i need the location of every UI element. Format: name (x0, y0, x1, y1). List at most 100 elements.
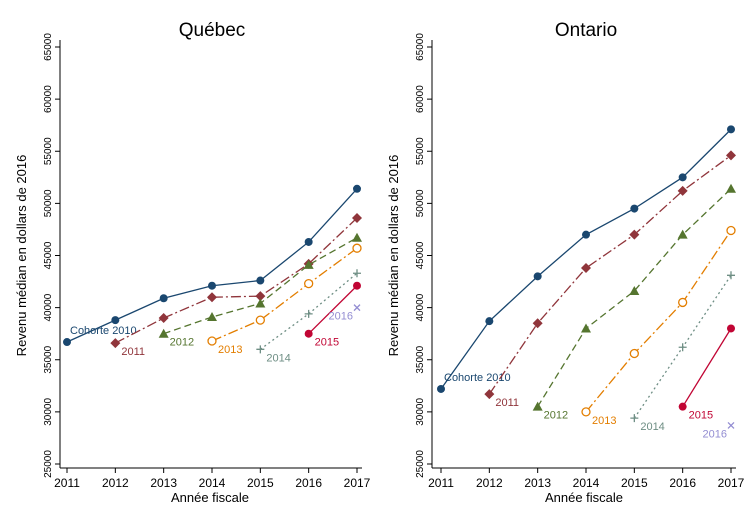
y-axis-label: Revenu médian en dollars de 2016 (14, 155, 29, 357)
x-tick-label: 2012 (476, 476, 503, 490)
marker (582, 230, 590, 239)
y-tick-label: 60000 (415, 85, 426, 113)
x-tick-label: 2017 (344, 476, 371, 490)
series-label: 2011 (495, 397, 519, 409)
marker (158, 313, 169, 324)
series-label: 2012 (170, 337, 194, 349)
x-tick-label: 2013 (524, 476, 551, 490)
marker (727, 421, 735, 429)
y-tick-label: 25000 (43, 450, 54, 478)
marker (726, 225, 736, 236)
marker (158, 328, 169, 338)
series-label: 2014 (266, 352, 290, 364)
y-axis-label: Revenu médian en dollars de 2016 (386, 155, 401, 357)
marker (678, 297, 688, 308)
series-label: 2012 (544, 410, 568, 422)
series-label: 2015 (689, 410, 713, 422)
marker (437, 384, 445, 393)
marker (110, 338, 121, 349)
marker (353, 184, 361, 193)
marker (304, 278, 314, 289)
y-tick-label: 45000 (43, 241, 54, 269)
marker (304, 329, 313, 338)
marker (485, 317, 494, 326)
y-tick-label: 30000 (43, 398, 54, 426)
x-axis-label: Année fiscale (545, 490, 623, 505)
series-label: 2014 (640, 421, 664, 433)
y-tick-label: 50000 (415, 189, 426, 217)
marker (532, 401, 543, 411)
x-tick-label: 2013 (150, 476, 177, 490)
series-label: 2013 (592, 415, 616, 427)
marker (111, 316, 120, 325)
marker (581, 263, 591, 274)
series-line (537, 188, 732, 408)
x-tick-label: 2015 (621, 476, 648, 490)
marker (353, 304, 361, 312)
marker (207, 312, 217, 322)
series-line (308, 285, 358, 335)
marker (256, 345, 265, 354)
y-tick-label: 65000 (43, 33, 54, 61)
y-tick-label: 40000 (43, 293, 54, 321)
chart-title: Québec (179, 20, 246, 41)
marker (629, 348, 639, 359)
marker (303, 259, 314, 269)
marker (208, 281, 216, 290)
marker (304, 309, 313, 318)
series-line (488, 154, 732, 395)
marker (629, 229, 640, 240)
marker (678, 173, 687, 182)
y-tick-label: 65000 (415, 33, 426, 61)
y-tick-label: 25000 (415, 450, 426, 478)
series-label: Cohorte 2010 (70, 325, 137, 337)
marker (678, 402, 687, 411)
series-line (115, 217, 358, 344)
series-line (682, 328, 732, 408)
marker (159, 294, 168, 303)
series-line (440, 128, 732, 390)
marker (677, 185, 688, 196)
x-tick-label: 2012 (102, 476, 129, 490)
x-tick-label: 2014 (199, 476, 226, 490)
series-label: 2016 (703, 428, 727, 440)
marker (630, 414, 639, 423)
y-tick-label: 50000 (43, 189, 54, 217)
y-tick-label: 35000 (43, 345, 54, 373)
marker (353, 281, 361, 290)
marker (581, 323, 591, 333)
marker (484, 389, 495, 400)
series-label: 2013 (218, 344, 242, 356)
series-label: 2011 (121, 346, 145, 358)
marker (678, 343, 687, 352)
marker (727, 324, 735, 333)
marker (304, 237, 313, 246)
x-tick-label: 2016 (669, 476, 696, 490)
x-axis-label: Année fiscale (171, 490, 249, 505)
x-tick-label: 2016 (295, 476, 322, 490)
marker (727, 271, 735, 280)
series-line (585, 230, 732, 413)
y-tick-label: 55000 (415, 137, 426, 165)
y-tick-label: 60000 (43, 85, 54, 113)
marker (581, 407, 591, 417)
marker (726, 183, 736, 193)
marker (727, 125, 735, 134)
marker (629, 285, 640, 295)
marker (207, 336, 217, 346)
marker (533, 272, 542, 281)
x-tick-label: 2017 (718, 476, 745, 490)
marker (255, 291, 266, 302)
marker (726, 150, 736, 161)
series-label: 2015 (315, 337, 339, 349)
y-tick-label: 45000 (415, 241, 426, 269)
series-label: 2016 (329, 311, 353, 323)
y-tick-label: 30000 (415, 398, 426, 426)
x-tick-label: 2014 (573, 476, 600, 490)
y-tick-label: 40000 (415, 293, 426, 321)
series-label: Cohorte 2010 (444, 372, 511, 384)
chart-title: Ontario (555, 20, 617, 41)
marker (63, 338, 71, 347)
marker (255, 315, 265, 325)
